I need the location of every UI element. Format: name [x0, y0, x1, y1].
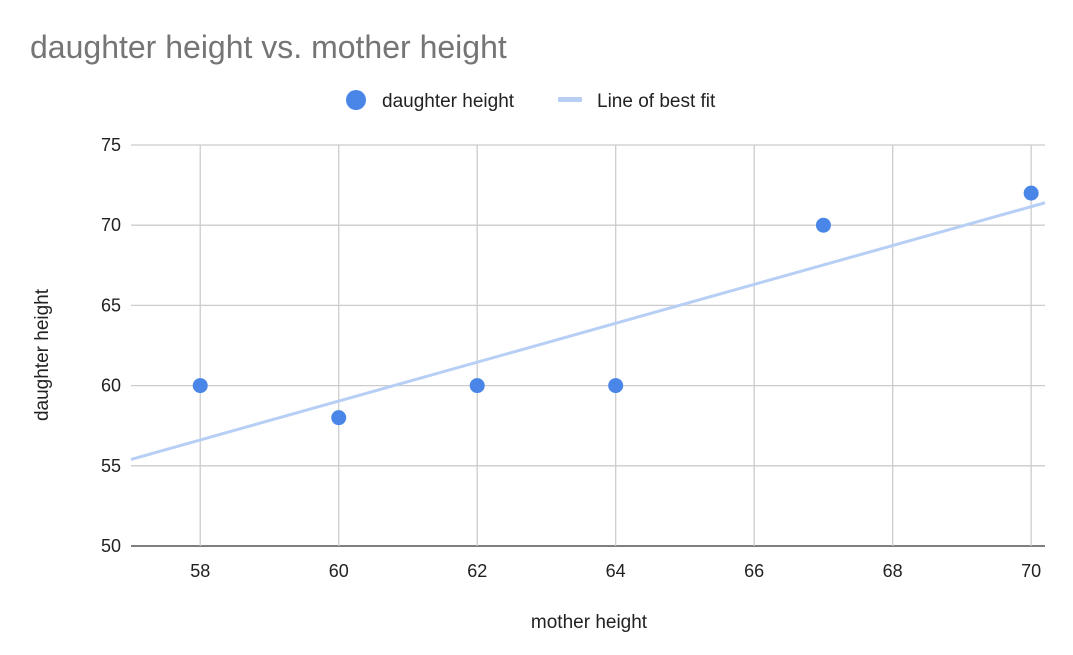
- x-tick-label: 64: [606, 561, 626, 581]
- y-tick-label: 70: [101, 215, 121, 235]
- legend-marker-line-of-best-fit: [558, 97, 582, 102]
- trendline: [130, 201, 1046, 461]
- y-axis-ticks: 50 55 60 65 70 75: [101, 135, 121, 556]
- y-tick-label: 65: [101, 295, 121, 315]
- y-tick-label: 50: [101, 536, 121, 556]
- x-axis-ticks: 58 60 62 64 66 68 70: [190, 561, 1041, 581]
- data-point: [1023, 185, 1039, 201]
- x-tick-label: 68: [883, 561, 903, 581]
- legend-label-daughter-height: daughter height: [382, 91, 515, 112]
- x-tick-label: 60: [329, 561, 349, 581]
- data-point: [469, 378, 485, 394]
- data-point: [331, 410, 347, 426]
- y-tick-label: 60: [101, 376, 121, 396]
- y-gridlines: [131, 144, 1045, 547]
- x-tick-label: 70: [1021, 561, 1041, 581]
- y-axis-label: daughter height: [32, 288, 53, 421]
- legend-marker-daughter-height: [346, 90, 366, 110]
- x-gridlines: [199, 145, 1032, 546]
- x-tick-label: 58: [190, 561, 210, 581]
- data-points: [192, 185, 1039, 426]
- legend-label-line-of-best-fit: Line of best fit: [597, 91, 716, 112]
- legend: daughter height Line of best fit: [346, 90, 716, 112]
- data-point: [608, 378, 624, 394]
- x-axis-label: mother height: [531, 612, 648, 633]
- x-tick-label: 62: [467, 561, 487, 581]
- y-tick-label: 55: [101, 456, 121, 476]
- y-tick-label: 75: [101, 135, 121, 155]
- x-tick-label: 66: [744, 561, 764, 581]
- data-point: [192, 378, 208, 394]
- data-point: [815, 217, 831, 233]
- trendline-layer: [130, 201, 1046, 461]
- chart-title: daughter height vs. mother height: [30, 29, 507, 65]
